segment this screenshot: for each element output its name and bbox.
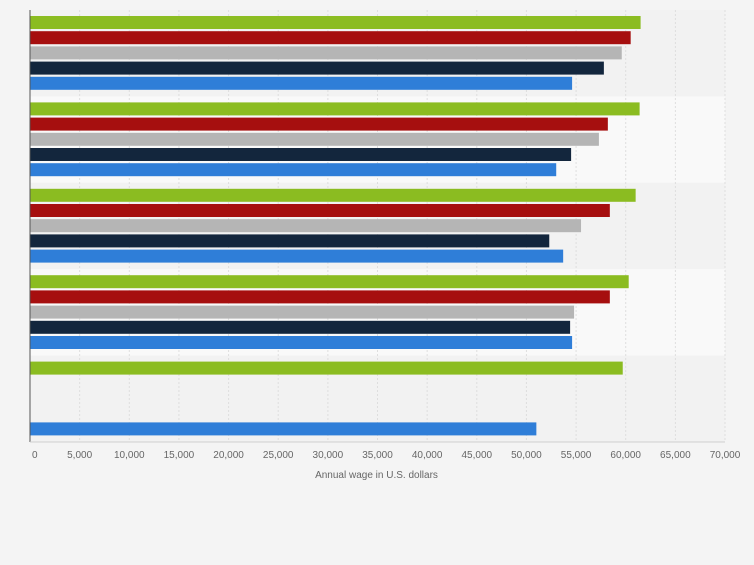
x-tick-label: 5,000 [67,450,92,461]
bar[interactable] [30,336,573,349]
x-tick-label: 10,000 [114,450,145,461]
bar[interactable] [30,422,537,436]
bar[interactable] [30,249,564,263]
x-tick-label: 30,000 [313,450,344,461]
x-tick-label: 35,000 [362,450,393,461]
bar[interactable] [30,46,622,60]
bar[interactable] [30,148,572,161]
bar[interactable] [30,361,623,375]
bar[interactable] [30,275,629,289]
x-axis-label: Annual wage in U.S. dollars [315,470,438,481]
bar[interactable] [30,320,571,334]
bar[interactable] [30,219,582,233]
x-tick-labels: 0 5,000 10,000 15,000 20,000 25,000 30,000 35,0… [32,450,741,461]
bar[interactable] [30,102,640,116]
x-tick-label: 55,000 [561,450,592,461]
bar[interactable] [30,305,575,319]
bar[interactable] [30,31,631,45]
bar[interactable] [30,204,610,217]
x-tick-label: 60,000 [610,450,641,461]
x-tick-label: 70,000 [710,450,741,461]
bar[interactable] [30,234,550,248]
bars [30,16,641,436]
x-tick-label: 50,000 [511,450,542,461]
bar[interactable] [30,76,573,90]
x-tick-label: 0 [32,450,38,461]
x-tick-label: 15,000 [164,450,195,461]
bar[interactable] [30,16,641,29]
x-tick-label: 25,000 [263,450,294,461]
axes [29,10,725,443]
x-tick-label: 20,000 [213,450,244,461]
bar[interactable] [30,132,599,146]
bar[interactable] [30,163,557,177]
bar[interactable] [30,188,636,202]
bar[interactable] [30,61,604,75]
x-tick-label: 65,000 [660,450,691,461]
x-tick-label: 45,000 [461,450,492,461]
bar[interactable] [30,117,608,131]
x-tick-label: 40,000 [412,450,443,461]
bar[interactable] [30,290,610,304]
